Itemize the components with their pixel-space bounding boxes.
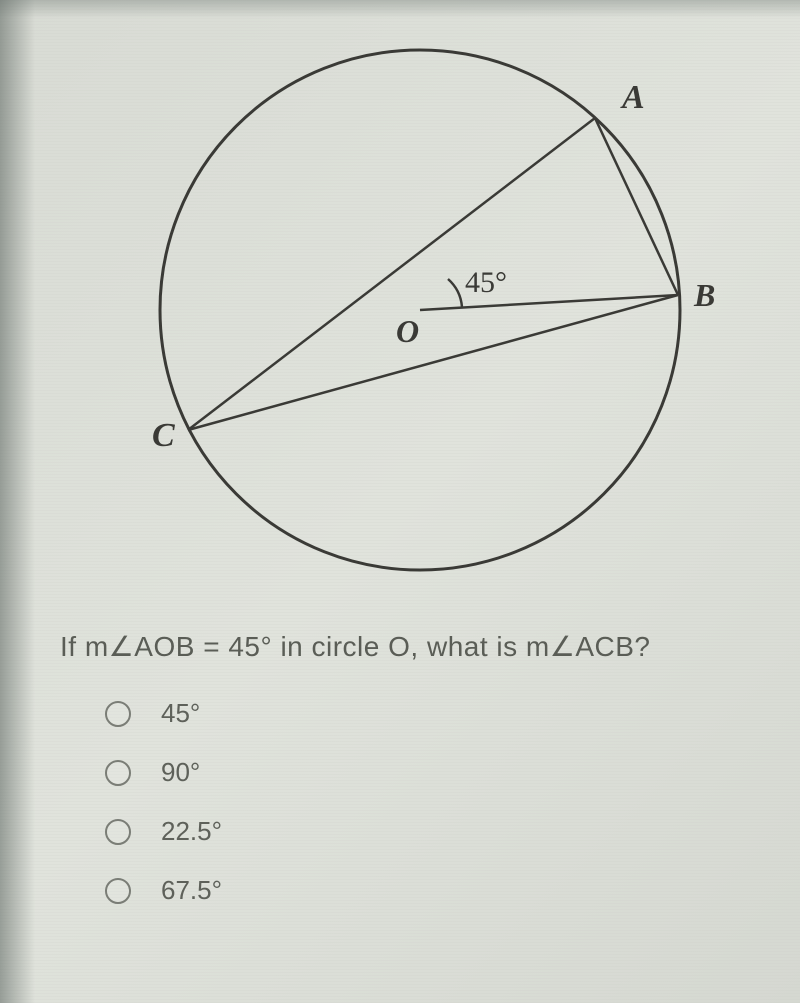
option-3-text: 22.5° [161, 816, 222, 847]
option-3[interactable]: 22.5° [105, 816, 750, 847]
point-label-C: C [152, 417, 175, 454]
radio-1[interactable] [105, 701, 131, 727]
point-label-O: O [396, 313, 419, 349]
diagram-line [188, 118, 595, 430]
geometry-svg: 45° O A B C [60, 20, 780, 620]
radio-4[interactable] [105, 878, 131, 904]
options-list: 45° 90° 22.5° 67.5° [60, 698, 750, 906]
diagram-line [595, 118, 678, 295]
angle-symbol-2: ∠ [550, 631, 576, 662]
question-text: If m∠AOB = 45° in circle O, what is m∠AC… [60, 630, 750, 663]
angle-label: 45° [465, 266, 507, 299]
option-4-text: 67.5° [161, 875, 222, 906]
angle-symbol-1: ∠ [109, 631, 135, 662]
option-4[interactable]: 67.5° [105, 875, 750, 906]
option-2-text: 90° [161, 757, 200, 788]
option-1-text: 45° [161, 698, 200, 729]
question-end: ACB? [575, 631, 650, 662]
option-1[interactable]: 45° [105, 698, 750, 729]
point-label-B: B [693, 277, 715, 313]
question-mid: AOB = 45° in circle O, what is m [134, 631, 549, 662]
angle-arc [448, 279, 462, 307]
content-area: 45° OABC If m∠AOB = 45° in circle O, wha… [0, 0, 800, 964]
diagram-line [420, 295, 678, 310]
option-2[interactable]: 90° [105, 757, 750, 788]
point-label-A: A [620, 79, 645, 116]
diagram-line [188, 295, 678, 430]
radio-3[interactable] [105, 819, 131, 845]
radio-2[interactable] [105, 760, 131, 786]
circle-diagram: 45° O A B C [60, 20, 750, 620]
question-prefix: If m [60, 631, 109, 662]
